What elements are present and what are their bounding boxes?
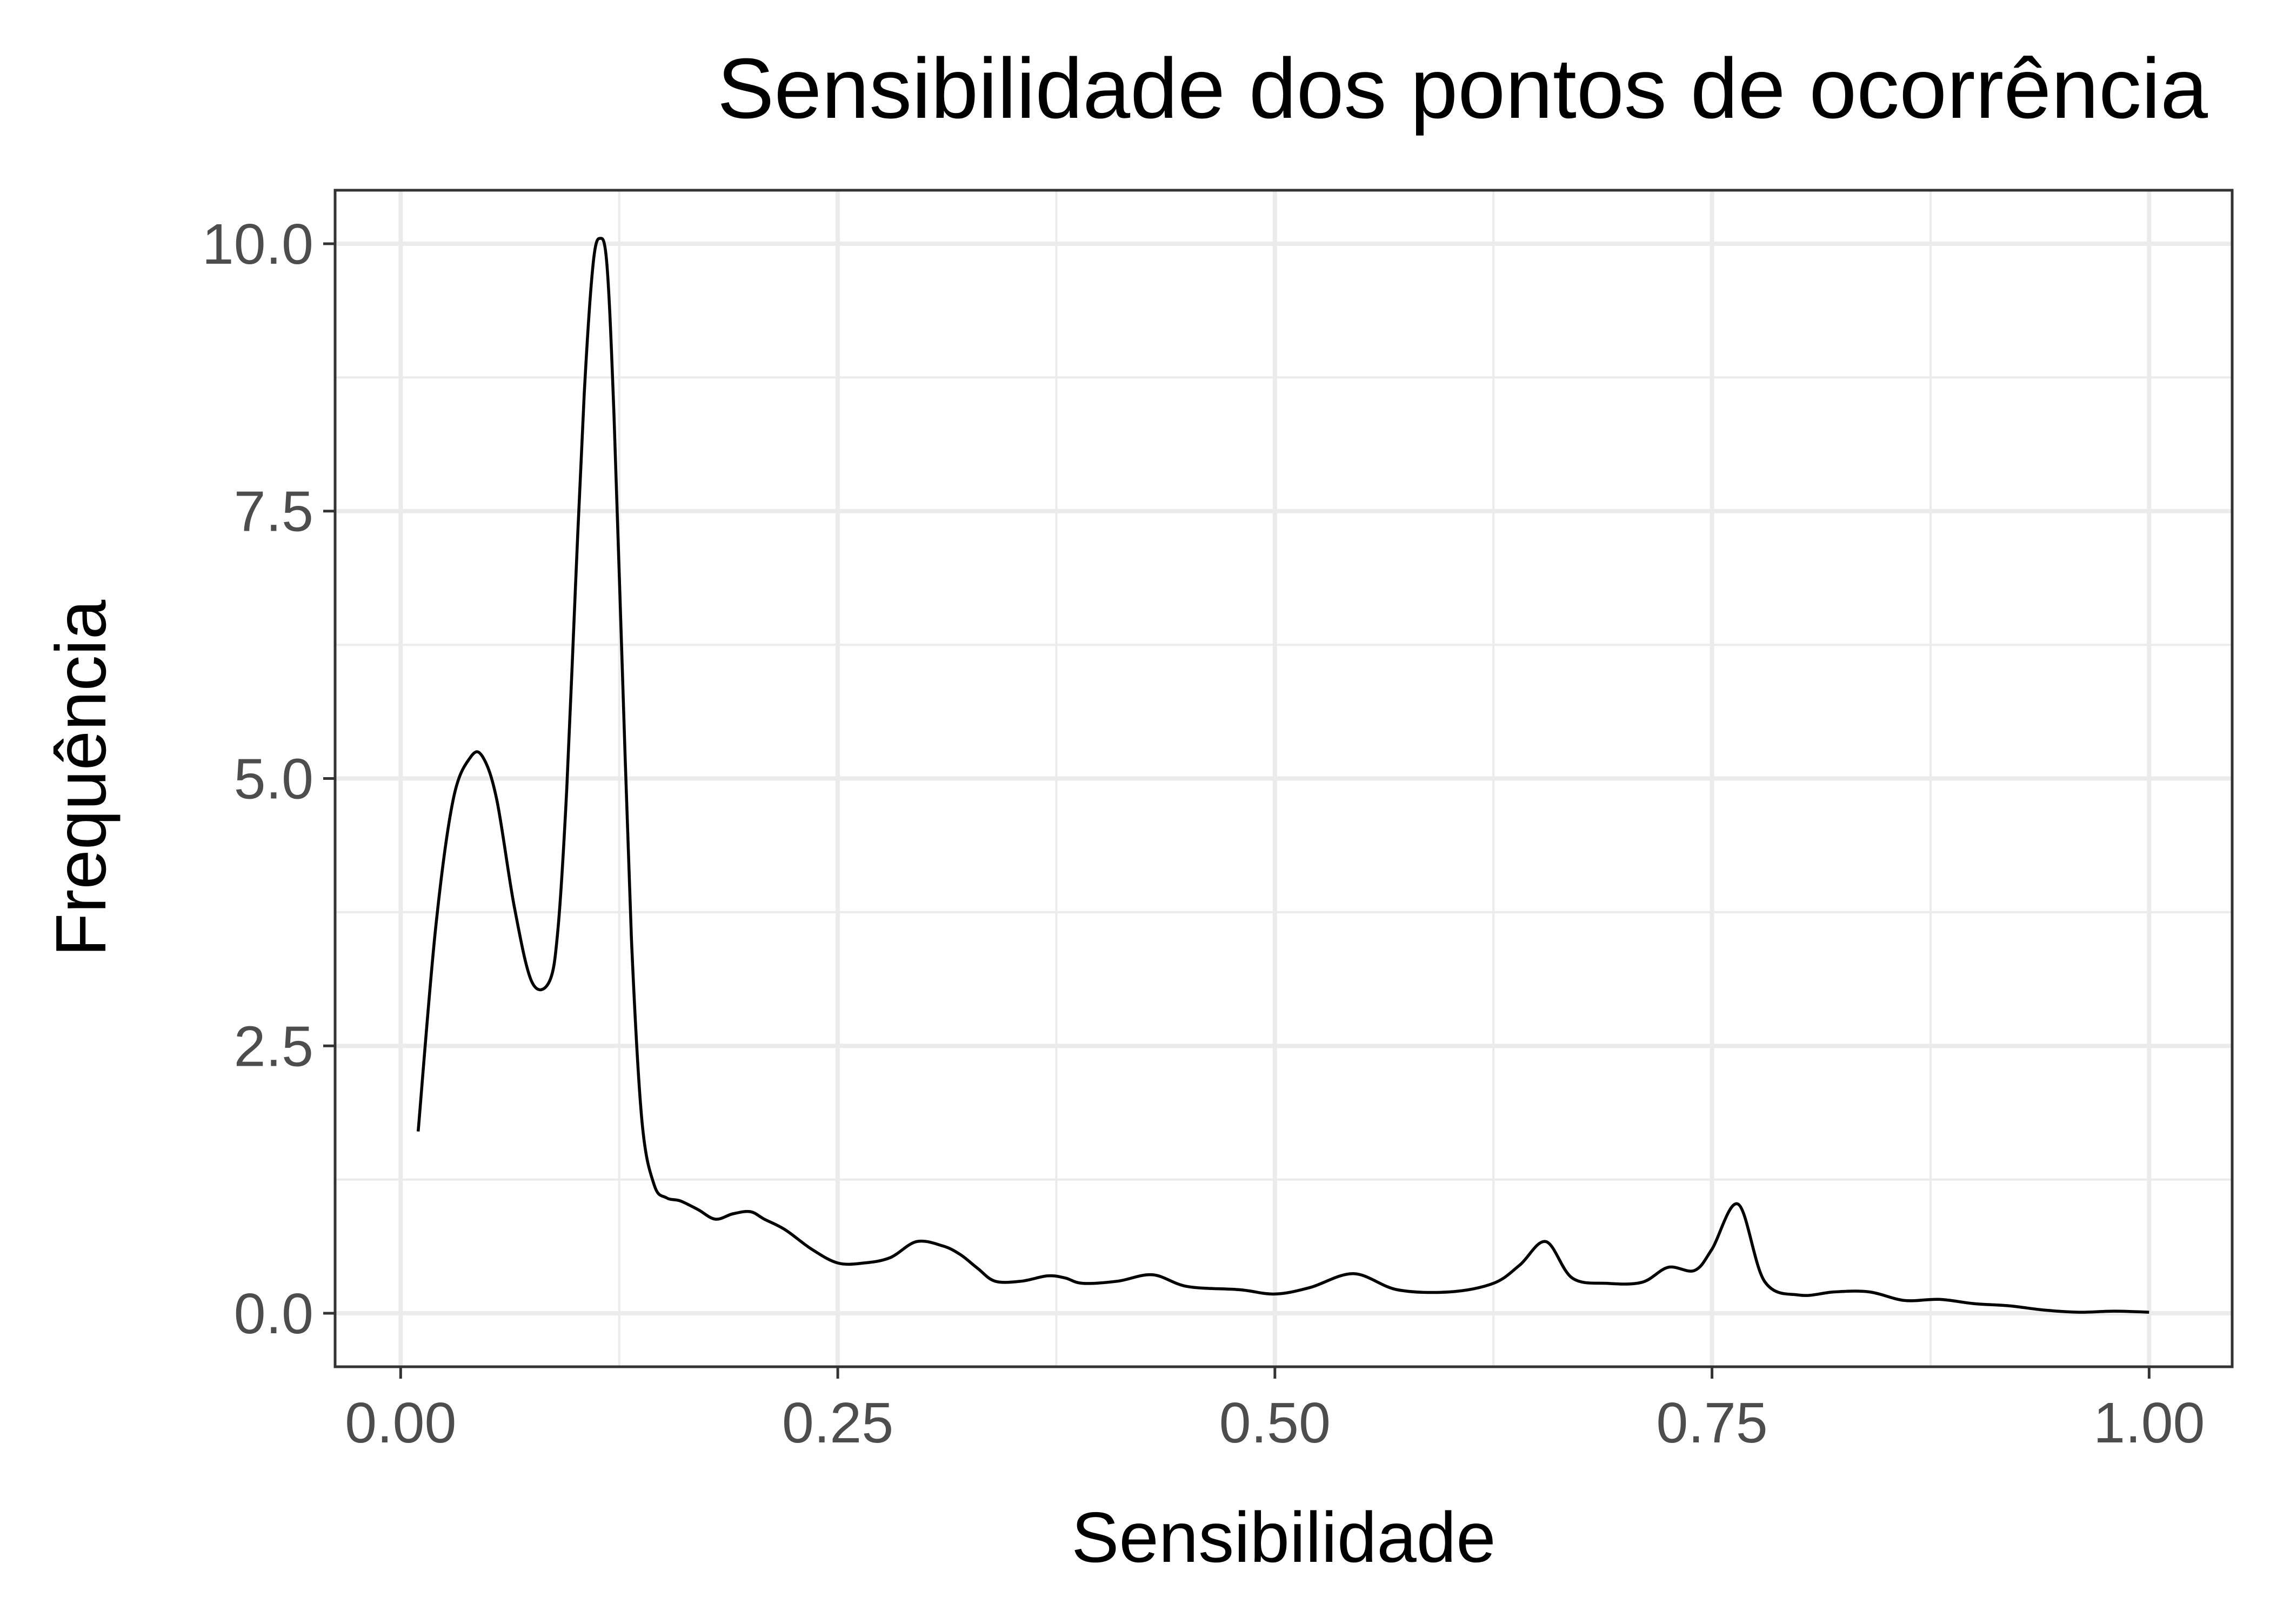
x-tick-label: 1.00 bbox=[2093, 1391, 2205, 1455]
x-tick-label: 0.25 bbox=[782, 1391, 893, 1455]
y-tick-label: 10.0 bbox=[202, 212, 313, 276]
x-axis-title: Sensibilidade bbox=[1071, 1498, 1495, 1577]
x-tick-label: 0.00 bbox=[345, 1391, 456, 1455]
y-tick-label: 0.0 bbox=[234, 1282, 313, 1346]
x-tick-label: 0.50 bbox=[1219, 1391, 1331, 1455]
y-axis-title: Frequência bbox=[41, 599, 121, 957]
y-tick-label: 5.0 bbox=[234, 747, 313, 811]
x-tick-label: 0.75 bbox=[1656, 1391, 1767, 1455]
line-layer bbox=[416, 237, 2149, 1314]
density-line bbox=[416, 237, 2149, 1314]
y-tick-label: 2.5 bbox=[234, 1014, 313, 1078]
ticks-layer: 0.00 0.25 0.50 0.75 1.00 0.0 2.5 5.0 7.5 10.0 bbox=[202, 212, 2205, 1455]
y-tick-label: 7.5 bbox=[234, 480, 313, 544]
grid-layer bbox=[335, 190, 2232, 1367]
chart-title: Sensibilidade dos pontos de ocorrência bbox=[717, 41, 2208, 136]
